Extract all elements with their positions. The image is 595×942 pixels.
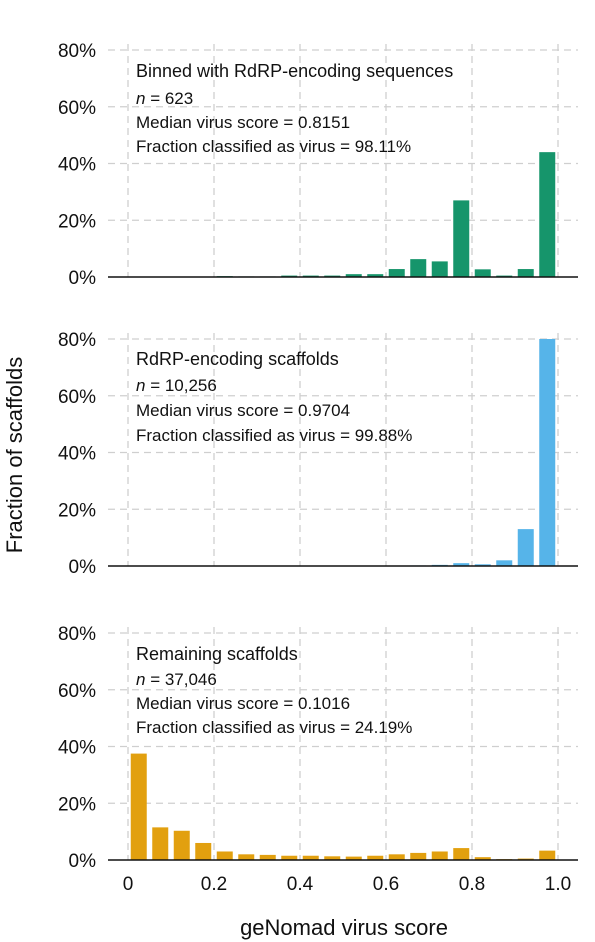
panel-3-y-tick-label: 0% bbox=[69, 851, 97, 872]
panel-3-y-tick-label: 20% bbox=[58, 794, 96, 815]
panel-3-bar bbox=[281, 855, 298, 860]
panel-2-bar bbox=[539, 339, 556, 566]
panel-3-bar bbox=[367, 855, 384, 860]
panel-3-y-tick-label: 60% bbox=[58, 681, 96, 702]
x-tick-label: 0.8 bbox=[459, 874, 485, 895]
panel-2-n-value: = 10,256 bbox=[145, 376, 216, 395]
panel-3-bar bbox=[431, 851, 448, 860]
panel-2-y-tick-label: 60% bbox=[58, 387, 96, 408]
panel-1-n: n = 623 bbox=[136, 89, 193, 108]
panel-1-y-tick-label: 40% bbox=[58, 155, 96, 176]
panel-1-median: Median virus score = 0.8151 bbox=[136, 113, 350, 132]
panel-3-bar bbox=[517, 858, 534, 860]
panel-3-n-symbol: n bbox=[136, 670, 145, 689]
panel-1-grid bbox=[108, 44, 578, 277]
panel-3-bar bbox=[195, 842, 212, 860]
panel-3-bar bbox=[216, 851, 233, 860]
panel-1-y-tick-label: 60% bbox=[58, 98, 96, 119]
panel-2-y-tick-label: 40% bbox=[58, 444, 96, 465]
panel-2-y-tick-label: 20% bbox=[58, 500, 96, 521]
y-axis-label: Fraction of scaffolds bbox=[2, 357, 27, 553]
x-tick-label: 0.6 bbox=[373, 874, 399, 895]
panel-2-grid bbox=[108, 333, 578, 566]
panel-1-bar bbox=[367, 274, 384, 277]
panel-3-bar bbox=[130, 753, 147, 860]
panel-1-y-tick-label: 0% bbox=[69, 268, 97, 289]
panel-1-bar bbox=[431, 261, 448, 277]
x-axis-label: geNomad virus score bbox=[240, 915, 448, 940]
panel-3-y-tick-label: 40% bbox=[58, 738, 96, 759]
panel-3-bar bbox=[388, 854, 405, 860]
panel-3-bar bbox=[152, 827, 169, 860]
panel-3-median: Median virus score = 0.1016 bbox=[136, 694, 350, 713]
panel-2-bar bbox=[474, 564, 491, 566]
x-tick-label: 0 bbox=[123, 874, 134, 895]
panel-1-bar bbox=[539, 152, 556, 277]
panel-3-title: Remaining scaffolds bbox=[136, 644, 298, 664]
x-tick-label: 0.2 bbox=[201, 874, 227, 895]
panel-3-bar bbox=[474, 857, 491, 860]
panel-1-bar bbox=[410, 259, 427, 277]
panel-1-bar bbox=[453, 200, 470, 277]
panel-2-n-symbol: n bbox=[136, 376, 145, 395]
panel-3-bar bbox=[302, 855, 319, 860]
panel-3-bar bbox=[173, 830, 190, 860]
panel-3-bar bbox=[410, 852, 427, 860]
panel-1-bar bbox=[345, 274, 362, 277]
panel-3-n: n = 37,046 bbox=[136, 670, 217, 689]
panel-3-y-tick-label: 80% bbox=[58, 624, 96, 645]
x-tick-label: 0.4 bbox=[287, 874, 314, 895]
panel-3-y-ticks: 0% 20% 40% 60% 80% bbox=[58, 624, 96, 872]
panel-2-bars bbox=[410, 339, 556, 567]
panel-2-title: RdRP-encoding scaffolds bbox=[136, 349, 339, 369]
panel-3-fraction: Fraction classified as virus = 24.19% bbox=[136, 718, 412, 737]
panel-3-bar bbox=[324, 856, 341, 860]
panel-1-bar bbox=[281, 275, 298, 277]
panel-1-bar bbox=[474, 269, 491, 277]
panel-2-y-tick-label: 80% bbox=[58, 330, 96, 351]
panel-remaining: 0% 20% 40% 60% 80% Remaining scaffolds n = 3… bbox=[58, 624, 578, 872]
panel-1-bar bbox=[388, 269, 405, 277]
panel-3-bar bbox=[453, 848, 470, 860]
panel-1-n-value: = 623 bbox=[145, 89, 193, 108]
panel-3-n-value: = 37,046 bbox=[145, 670, 216, 689]
panel-1-y-tick-label: 20% bbox=[58, 211, 96, 232]
panel-rdrp-encoding: 0% 20% 40% 60% 80% RdRP-encoding scaffolds n… bbox=[58, 330, 578, 578]
panel-3-bar bbox=[238, 854, 255, 860]
panel-3-bar bbox=[345, 856, 362, 860]
panel-1-fraction: Fraction classified as virus = 98.11% bbox=[136, 137, 411, 156]
panel-1-bars bbox=[216, 152, 556, 278]
panel-1-bar bbox=[517, 269, 534, 277]
panel-1-y-tick-label: 80% bbox=[58, 41, 96, 62]
panel-binned: 0% 20% 40% 60% 80% Binned with RdRP-encoding… bbox=[58, 41, 578, 289]
panel-2-y-tick-label: 0% bbox=[69, 557, 97, 578]
panel-2-bar bbox=[496, 560, 513, 566]
panel-2-median: Median virus score = 0.9704 bbox=[136, 401, 350, 420]
panel-3-bars bbox=[130, 753, 556, 860]
panel-2-fraction: Fraction classified as virus = 99.88% bbox=[136, 426, 412, 445]
panel-2-bar bbox=[453, 563, 470, 566]
panel-1-y-ticks: 0% 20% 40% 60% 80% bbox=[58, 41, 96, 289]
panel-1-bar bbox=[496, 275, 513, 277]
panel-1-title: Binned with RdRP-encoding sequences bbox=[136, 61, 453, 81]
x-tick-labels: 0 0.2 0.4 0.6 0.8 1.0 bbox=[123, 874, 572, 895]
panel-1-n-symbol: n bbox=[136, 89, 145, 108]
panel-2-bar bbox=[517, 529, 534, 566]
panel-3-grid bbox=[108, 627, 578, 860]
panel-1-bar bbox=[324, 275, 341, 277]
panel-3-bar bbox=[259, 854, 276, 860]
panel-2-y-ticks: 0% 20% 40% 60% 80% bbox=[58, 330, 96, 578]
panel-3-bar bbox=[539, 850, 556, 860]
panel-1-bar bbox=[302, 275, 319, 277]
panel-2-n: n = 10,256 bbox=[136, 376, 217, 395]
x-tick-label: 1.0 bbox=[545, 874, 571, 895]
